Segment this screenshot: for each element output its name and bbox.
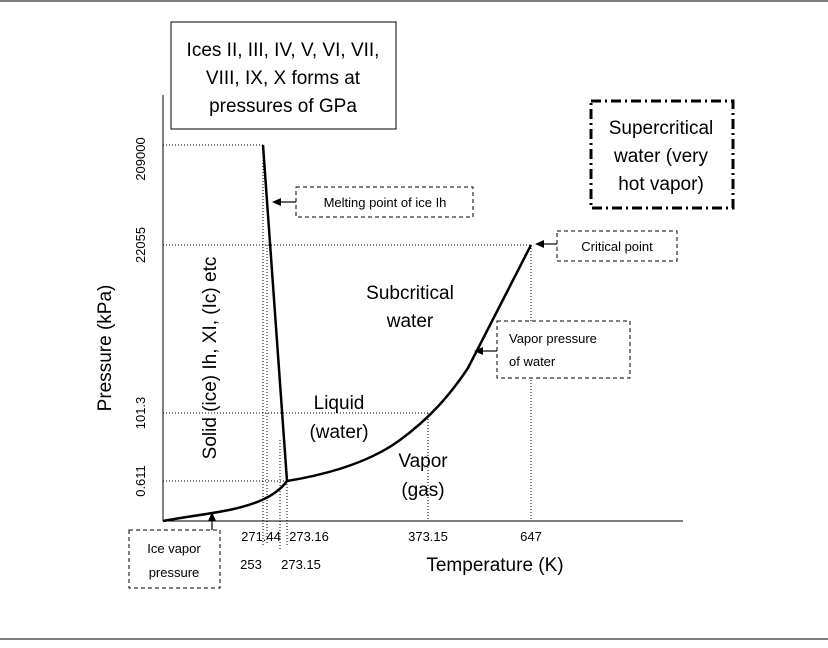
melting-curve — [261, 144, 289, 482]
critical-point-box — [556, 230, 678, 262]
supercritical-line-2: water (very — [613, 146, 708, 167]
supercritical-line-3: hot vapor) — [618, 174, 704, 195]
melting-point-label: Melting point of ice Ih — [324, 195, 447, 210]
supercritical-line-1: Supercritical — [609, 118, 714, 139]
vapor-pressure-box — [496, 320, 631, 379]
ice-vapor-curve — [162, 480, 289, 523]
subcritical-line-1: Subcritical — [366, 283, 454, 304]
vapor-line-2: (gas) — [401, 480, 444, 501]
x-axis-label: Temperature (K) — [426, 555, 563, 576]
x-tick-647: 647 — [520, 529, 542, 544]
y-tick-22055: 22055 — [133, 227, 148, 263]
vapor-pressure-line-1: Vapor pressure — [509, 331, 597, 346]
melting-point-box — [295, 186, 474, 218]
x-tick-37315: 373.15 — [408, 529, 448, 544]
x-tick-27144: 271.44 — [241, 529, 281, 544]
liquid-line-2: (water) — [309, 422, 368, 443]
x-tick-253: 253 — [240, 557, 262, 572]
vapor-pressure-curve — [286, 244, 533, 483]
subcritical-line-2: water — [386, 311, 434, 332]
supercritical-box — [589, 99, 735, 210]
ices-line-1: Ices II, III, IV, V, VI, VII, — [187, 40, 380, 61]
ices-line-3: pressures of GPa — [209, 96, 357, 117]
ices-line-2: VIII, IX, X forms at — [206, 68, 361, 89]
y-tick-0611: 0.611 — [133, 465, 148, 497]
vapor-line-1: Vapor — [398, 451, 448, 472]
ice-vapor-box — [128, 529, 221, 589]
vapor-pressure-arrowhead — [474, 347, 483, 355]
solid-region-label: Solid (ice) Ih, XI, (Ic) etc — [200, 257, 221, 460]
ice-vapor-line-1: Ice vapor — [147, 541, 201, 556]
melting-point-arrowhead — [272, 198, 281, 206]
y-axis-label: Pressure (kPa) — [95, 285, 116, 412]
ice-vapor-arrowhead — [208, 512, 216, 521]
critical-point-arrowhead — [535, 240, 544, 248]
x-tick-27315: 273.15 — [281, 557, 321, 572]
ices-box — [170, 21, 397, 130]
y-tick-101: 101.3 — [133, 397, 148, 430]
ice-vapor-line-2: pressure — [149, 565, 200, 580]
critical-point-label: Critical point — [581, 239, 653, 254]
liquid-line-1: Liquid — [314, 393, 365, 414]
vapor-pressure-line-2: of water — [509, 354, 556, 369]
y-tick-209000: 209000 — [133, 137, 148, 180]
x-tick-27316: 273.16 — [289, 529, 329, 544]
